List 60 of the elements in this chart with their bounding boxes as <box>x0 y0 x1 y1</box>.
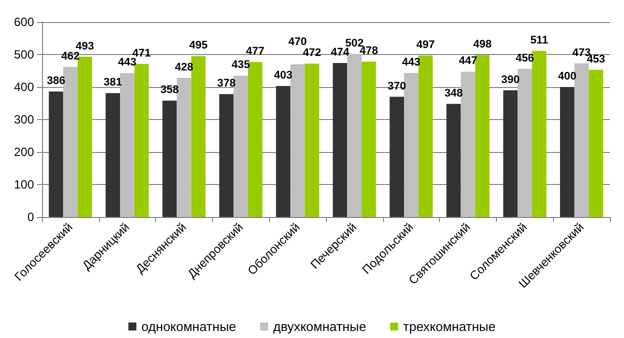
bar <box>191 56 206 217</box>
data-label: 498 <box>473 38 492 51</box>
data-label: 497 <box>416 38 435 51</box>
bar <box>518 68 532 217</box>
bar <box>176 78 192 217</box>
bar <box>106 93 120 217</box>
data-label: 403 <box>274 70 292 82</box>
bar <box>219 94 234 217</box>
bar <box>560 87 574 217</box>
bar <box>234 76 248 217</box>
bar <box>418 55 433 217</box>
y-tick-label: 200 <box>14 145 34 159</box>
data-label: 511 <box>530 34 548 46</box>
bar <box>276 86 290 217</box>
data-label: 470 <box>288 36 307 48</box>
data-label: 474 <box>330 46 350 58</box>
data-label: 378 <box>217 78 236 90</box>
bar <box>475 55 490 217</box>
y-tick-label: 500 <box>14 48 34 62</box>
data-label: 381 <box>104 76 122 89</box>
bar <box>134 64 149 217</box>
bar <box>574 63 589 217</box>
bar <box>332 62 348 217</box>
data-label: 462 <box>61 50 80 62</box>
bar <box>304 64 320 217</box>
bar <box>347 54 362 217</box>
data-label: 472 <box>302 47 322 60</box>
bar <box>63 66 78 217</box>
data-label: 477 <box>246 45 264 58</box>
y-tick-label: 300 <box>14 112 34 126</box>
bar <box>362 62 376 217</box>
y-tick-label: 0 <box>27 210 34 224</box>
y-tick-label: 600 <box>14 15 34 29</box>
y-tick-label: 400 <box>14 80 34 94</box>
bar <box>446 104 461 217</box>
bar <box>162 100 177 217</box>
data-label: 443 <box>118 56 136 69</box>
bar <box>390 96 404 217</box>
bar <box>532 50 546 217</box>
bar <box>503 90 518 217</box>
bar <box>460 72 476 217</box>
data-label: 478 <box>360 45 378 58</box>
y-tick-label: 100 <box>14 178 34 192</box>
data-label: 400 <box>558 70 576 82</box>
bar <box>588 70 604 217</box>
bar <box>48 92 64 217</box>
data-label: 370 <box>388 80 406 92</box>
data-label: 386 <box>46 75 66 88</box>
bar <box>404 73 418 217</box>
legend-label: трехкомнатные <box>403 319 496 334</box>
legend-label: двухкомнатные <box>273 319 366 334</box>
data-label: 493 <box>76 40 94 52</box>
bar <box>78 56 92 217</box>
data-label: 348 <box>444 87 463 100</box>
data-label: 390 <box>501 74 520 86</box>
bar <box>290 64 305 217</box>
bar <box>120 73 134 217</box>
data-label: 358 <box>160 84 179 96</box>
legend-label: однокомнатные <box>141 319 236 334</box>
data-label: 495 <box>189 40 208 52</box>
